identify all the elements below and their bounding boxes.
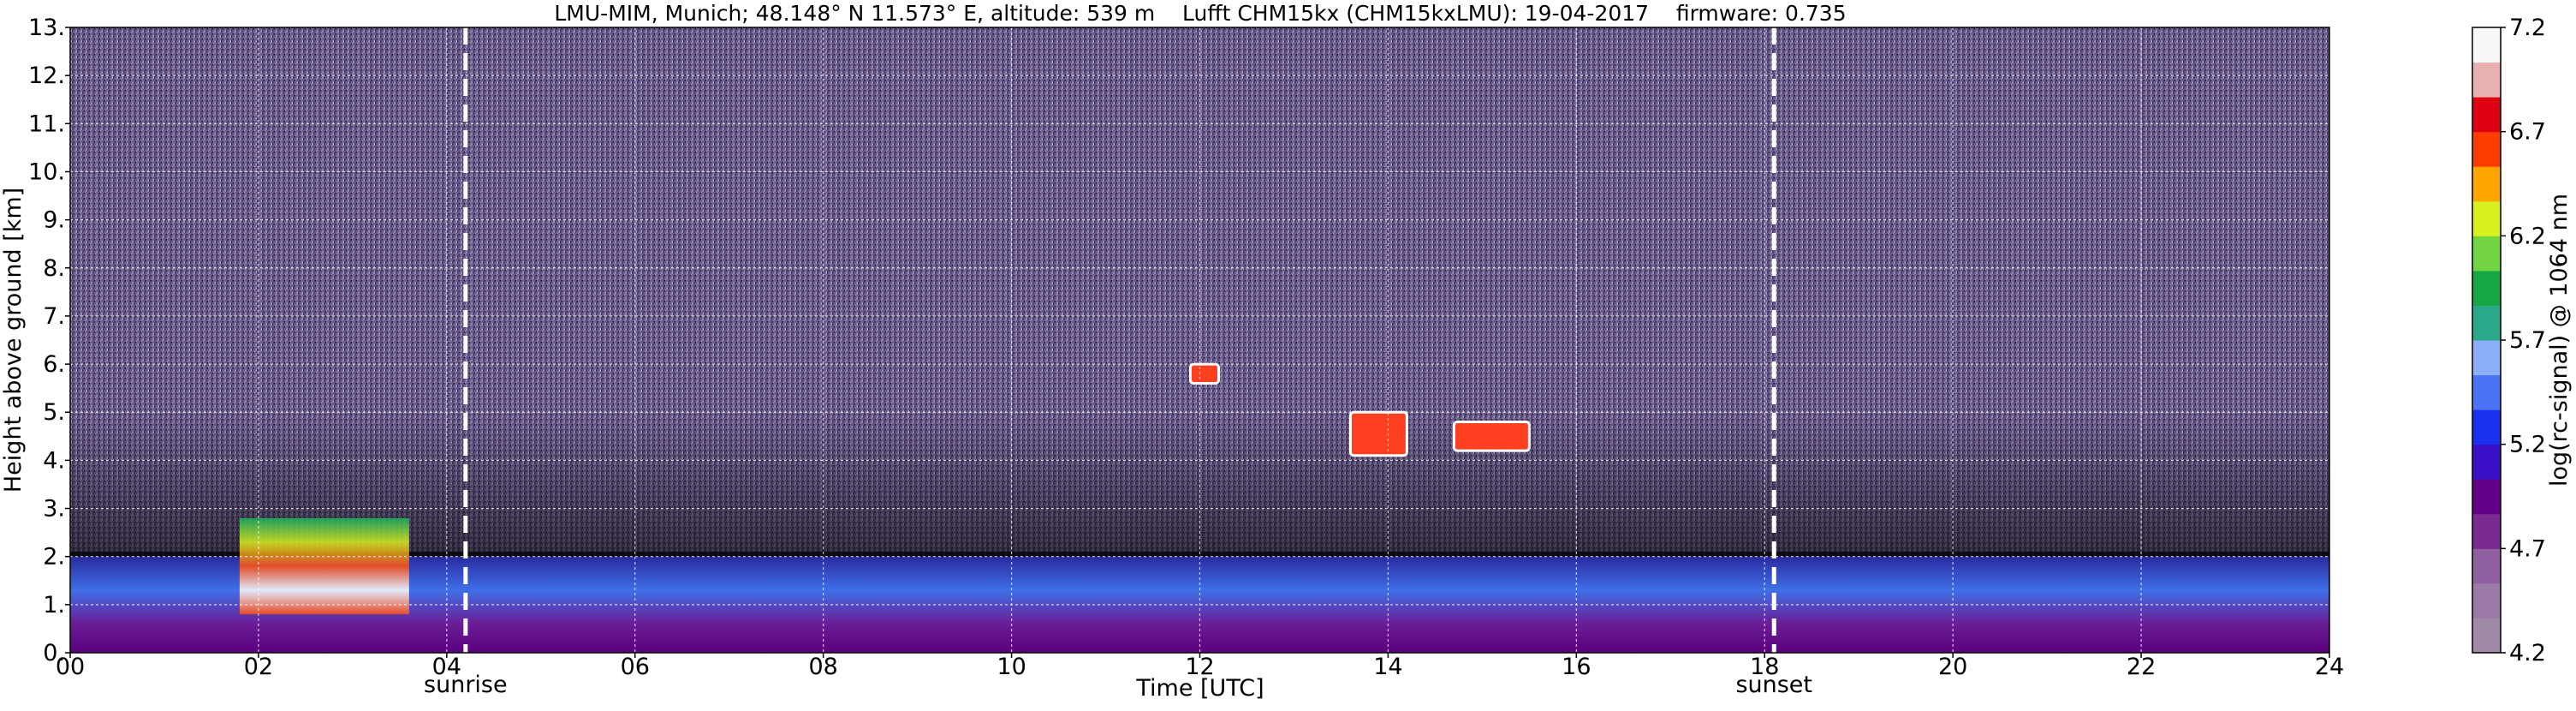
y-tick-label: 3. [43,496,65,523]
cloud-2 [1189,362,1220,385]
y-tick-label: 7. [43,303,65,330]
colorbar-tick-label: 7.2 [2509,15,2546,41]
colorbar-segment [2472,479,2501,515]
x-tick-label: 14 [1373,654,1402,680]
marker-labels: sunrise sunset [424,672,1812,698]
x-tick-label: 00 [56,654,85,680]
colorbar-segment [2472,583,2501,618]
sunset-label: sunset [1735,672,1812,698]
y-tick-label: 13. [28,15,65,41]
y-tick-label: 6. [43,351,65,378]
colorbar-segment [2472,166,2501,202]
colorbar-segment [2472,27,2501,63]
colorbar-tick-label: 6.7 [2509,119,2546,146]
colorbar-segment [2472,200,2501,236]
colorbar-segment [2472,305,2501,341]
y-tick-label: 12. [28,63,65,89]
colorbar: 4.2 4.7 5.2 5.7 6.2 6.7 7.2 [2472,15,2546,666]
aerosol-layer-1 [239,517,409,615]
x-tick-label: 12 [1185,654,1214,680]
colorbar-label: log(rc-signal) @ 1064 nm [2546,194,2573,487]
cloud-3 [1348,410,1408,457]
lower-darkening [70,411,2329,557]
chart-title: LMU-MIM, Munich; 48.148° N 11.573° E, al… [554,1,1846,26]
colorbar-segment [2472,97,2501,133]
colorbar-segment [2472,340,2501,376]
x-tick-label: 04 [432,654,461,680]
colorbar-segment [2472,618,2501,654]
y-tick-label: 0. [43,640,65,666]
x-tick-label: 22 [2127,654,2156,680]
y-axis: 0. 1. 2. 3. 4. 5. 6. 7. 8. 9. 10. 11. 12. 13. [28,15,70,666]
y-tick-label: 4. [43,447,65,474]
cloud-4 [1452,420,1531,452]
colorbar-tick-label: 4.7 [2509,535,2546,562]
colorbar-segment [2472,548,2501,584]
sunrise-label: sunrise [424,672,508,698]
colorbar-segment [2472,409,2501,445]
colorbar-tick-label: 6.2 [2509,223,2546,249]
y-tick-label: 10. [28,158,65,185]
x-tick-label: 02 [244,654,273,680]
colorbar-segment [2472,374,2501,410]
x-tick-label: 16 [1562,654,1591,680]
grid-layer [70,27,2329,653]
y-tick-label: 11. [28,111,65,137]
x-tick-label: 18 [1750,654,1779,680]
x-axis-label: Time [UTC] [1135,675,1264,702]
y-tick-label: 5. [43,399,65,426]
markers-layer [463,27,1776,653]
x-tick-label: 10 [996,654,1026,680]
colorbar-segment [2472,236,2501,272]
y-tick-label: 8. [43,255,65,282]
colorbar-segment [2472,62,2501,98]
y-tick-label: 1. [43,592,65,618]
colorbar-segment [2472,131,2501,167]
x-tick-label: 06 [621,654,650,680]
colorbar-tick-label: 5.7 [2509,327,2546,354]
colorbar-segment [2472,270,2501,306]
x-tick-label: 20 [1938,654,1967,680]
colorbar-segment [2472,444,2501,480]
x-tick-label: 24 [2315,654,2344,680]
colorbar-tick-label: 4.2 [2509,640,2546,666]
y-tick-label: 9. [43,207,65,234]
colorbar-segment [2472,513,2501,549]
plot-area [70,27,2329,653]
y-axis-label: Height above ground [km] [0,188,27,493]
x-axis: 00 02 04 06 08 10 12 14 16 18 20 22 24 [56,653,2344,680]
y-tick-label: 2. [43,544,65,571]
colorbar-tick-label: 5.2 [2509,432,2546,458]
x-tick-label: 08 [808,654,837,680]
